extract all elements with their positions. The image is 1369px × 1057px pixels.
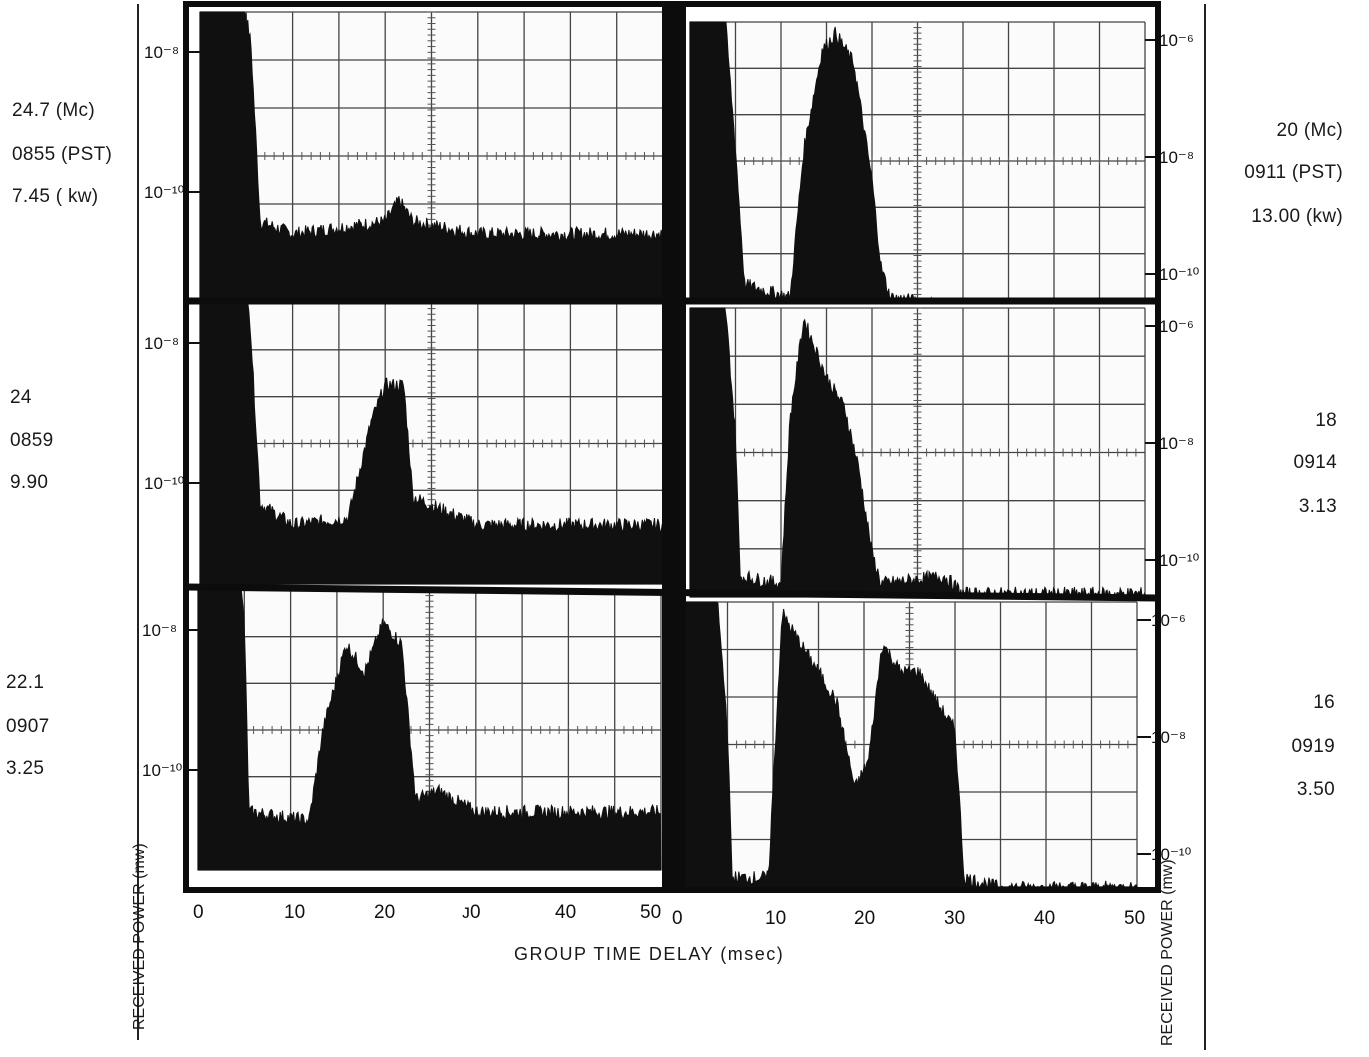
y-axis-title-right-text: RECEIVED POWER (mw) <box>1159 859 1176 1046</box>
panel-top-left-time: 0855 (PST) <box>12 144 113 165</box>
panel-top-left-power: 7.45 ( kw) <box>12 186 99 207</box>
panels-layer: 10⁻⁸10⁻¹⁰10⁻⁸10⁻¹⁰10⁻⁸10⁻¹⁰10⁻⁶10⁻⁸10⁻¹⁰… <box>142 11 1200 889</box>
panel-bottom-left: 10⁻⁸ 10⁻¹⁰ <box>142 589 662 871</box>
y-axis-title-left-text: RECEIVED POWER (mw) <box>131 843 148 1030</box>
panel-middle-right-frequency: 18 <box>1315 410 1337 431</box>
x-tick-label-left: 40 <box>555 902 576 923</box>
row-divider <box>185 583 1159 602</box>
panel-top-right-frequency: 20 (Mc) <box>1276 120 1343 141</box>
panel-middle-left-time: 0859 <box>10 430 54 451</box>
x-tick-label-left: ᴊ0 <box>462 902 481 923</box>
y-tick-label: 10⁻¹⁰ <box>1159 265 1200 284</box>
x-tick-label-right: 20 <box>854 908 875 929</box>
y-axis-title-left: RECEIVED POWER (mw) <box>130 843 149 1030</box>
panel-middle-right-power: 3.13 <box>1298 496 1337 517</box>
y-tick-label: 10⁻⁸ <box>144 334 179 353</box>
y-tick-label: 10⁻¹⁰ <box>1151 845 1192 864</box>
y-tick-label: 10⁻⁸ <box>142 621 177 640</box>
y-tick-label: 10⁻⁶ <box>1159 31 1194 50</box>
x-tick-label-right: 30 <box>944 908 965 929</box>
y-tick-label: 10⁻⁸ <box>144 43 179 62</box>
x-tick-label-right: 40 <box>1034 908 1055 929</box>
panel-middle-right-time: 0914 <box>1293 452 1337 473</box>
panel-bottom-left-power: 3.25 <box>6 758 45 779</box>
panel-bottom-right-time: 0919 <box>1291 736 1335 757</box>
x-axis-title: GROUP TIME DELAY (msec) <box>514 944 785 964</box>
frame-layer: 0 0 10 10 20 20 ᴊ0 30 40 40 50 50 <box>137 1 1206 1050</box>
panel-middle-left-power: 9.90 <box>10 472 49 493</box>
panel-middle-left: 10⁻⁸ 10⁻¹⁰ <box>144 302 664 585</box>
y-axis-title-right: RECEIVED POWER (mw) <box>1158 859 1177 1046</box>
panel-top-left-frequency: 24.7 (Mc) <box>12 100 95 121</box>
panel-top-right-time: 0911 (PST) <box>1244 162 1343 183</box>
y-tick-label: 10⁻¹⁰ <box>1159 551 1200 570</box>
panel-top-right-power: 13.00 (kw) <box>1251 206 1343 227</box>
echo-trace <box>197 589 662 871</box>
panel-bottom-right: 10⁻⁶10⁻⁸10⁻¹⁰ <box>681 601 1192 889</box>
y-tick-label: 10⁻¹⁰ <box>144 183 185 202</box>
panel-top-right: 10⁻⁶ 10⁻⁸ 10⁻¹⁰ <box>689 21 1200 302</box>
x-tick-label-left: 0 <box>193 902 204 923</box>
echo-trace <box>681 601 1138 889</box>
y-tick-label: 10⁻⁸ <box>1159 434 1194 453</box>
panel-bottom-right-power: 3.50 <box>1296 779 1335 800</box>
x-tick-label-right: 10 <box>765 908 786 929</box>
panel-bottom-right-frequency: 16 <box>1313 692 1335 713</box>
echo-trace <box>199 302 664 585</box>
x-tick-label-left: 10 <box>284 902 305 923</box>
x-tick-label-left: 50 <box>640 902 661 923</box>
center-divider <box>662 4 686 890</box>
x-tick-label-right: 0 <box>672 908 683 929</box>
y-tick-label: 10⁻⁸ <box>1159 148 1194 167</box>
panel-middle-left-frequency: 24 <box>10 387 32 408</box>
panel-top-left: 10⁻⁸ 10⁻¹⁰ <box>144 11 664 301</box>
panel-middle-right: 10⁻⁶ 10⁻⁸ 10⁻¹⁰ <box>689 307 1200 599</box>
y-tick-label: 10⁻⁶ <box>1159 317 1194 336</box>
panel-bottom-left-time: 0907 <box>6 716 50 737</box>
y-tick-label: 10⁻¹⁰ <box>142 761 183 780</box>
x-tick-label-right: 50 <box>1124 908 1145 929</box>
echo-trace <box>199 11 664 301</box>
y-tick-label: 10⁻¹⁰ <box>144 474 185 493</box>
x-tick-label-left: 20 <box>374 902 395 923</box>
panel-bottom-left-frequency: 22.1 <box>6 672 45 693</box>
